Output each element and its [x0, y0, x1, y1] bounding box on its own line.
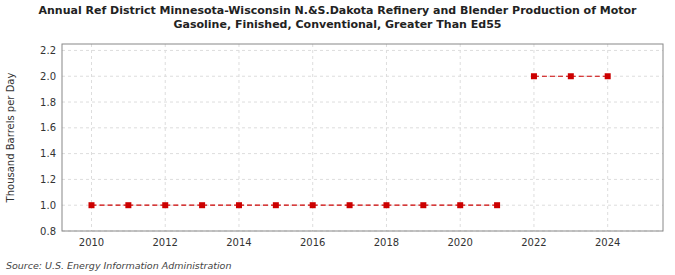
plot-area: [62, 44, 663, 231]
x-tick-label: 2024: [595, 237, 620, 248]
grid-line-y: [62, 50, 663, 51]
marker: [420, 202, 426, 208]
plot-frame: [62, 44, 663, 231]
line-segment: [423, 205, 460, 206]
x-tick-label: 2014: [226, 237, 251, 248]
x-tick-label: 2020: [447, 237, 472, 248]
marker: [88, 202, 94, 208]
line-segment: [313, 205, 350, 206]
y-tick-label: 1.2: [40, 174, 56, 185]
marker: [383, 202, 389, 208]
y-tick-label: 1.4: [40, 148, 56, 159]
grid-line-x: [533, 44, 534, 231]
line-segment: [91, 205, 128, 206]
grid-line-y: [62, 127, 663, 128]
y-tick-label: 2.2: [40, 45, 56, 56]
marker: [162, 202, 168, 208]
marker: [125, 202, 131, 208]
chart: 2010 2012 2014 2016 2018 2020 2022 2024 0.8 1.0 1.…: [0, 0, 675, 275]
grid-line-y: [62, 179, 663, 180]
marker: [236, 202, 242, 208]
marker: [457, 202, 463, 208]
marker: [273, 202, 279, 208]
x-tick-label: 2022: [521, 237, 546, 248]
grid-line-x: [607, 44, 608, 231]
marker: [494, 202, 500, 208]
grid-line-y: [62, 102, 663, 103]
y-tick-label: 0.8: [40, 226, 56, 237]
y-tick-label: 2.0: [40, 71, 56, 82]
data: [88, 73, 610, 208]
marker: [199, 202, 205, 208]
line-segment: [350, 205, 387, 206]
grid-line-y: [62, 205, 663, 206]
y-tick-label: 1.6: [40, 122, 56, 133]
line-segment: [128, 205, 165, 206]
marker: [310, 202, 316, 208]
x-tick-label: 2018: [374, 237, 399, 248]
title: Annual Ref District Minnesota-Wisconsin …: [38, 4, 637, 31]
grid: [62, 44, 663, 231]
y-tick-label: 1.8: [40, 97, 56, 108]
line-segment: [165, 205, 202, 206]
y-tick-label: 1.0: [40, 200, 56, 211]
marker: [568, 73, 574, 79]
y-axis-label: Thousand Barrels per Day: [5, 73, 16, 204]
marker: [605, 73, 611, 79]
line-segment: [202, 205, 239, 206]
line-segment: [386, 205, 423, 206]
line-segment: [239, 205, 276, 206]
line-segment: [460, 205, 497, 206]
x-tick-label: 2010: [79, 237, 104, 248]
source: Source: U.S. Energy Information Administ…: [6, 260, 231, 271]
line-segment: [276, 205, 313, 206]
marker: [347, 202, 353, 208]
grid-line-y: [62, 153, 663, 154]
line-segment: [534, 76, 571, 77]
x-tick-label: 2016: [300, 237, 325, 248]
line-segment: [571, 76, 608, 77]
x-tick-label: 2012: [153, 237, 178, 248]
marker: [531, 73, 537, 79]
